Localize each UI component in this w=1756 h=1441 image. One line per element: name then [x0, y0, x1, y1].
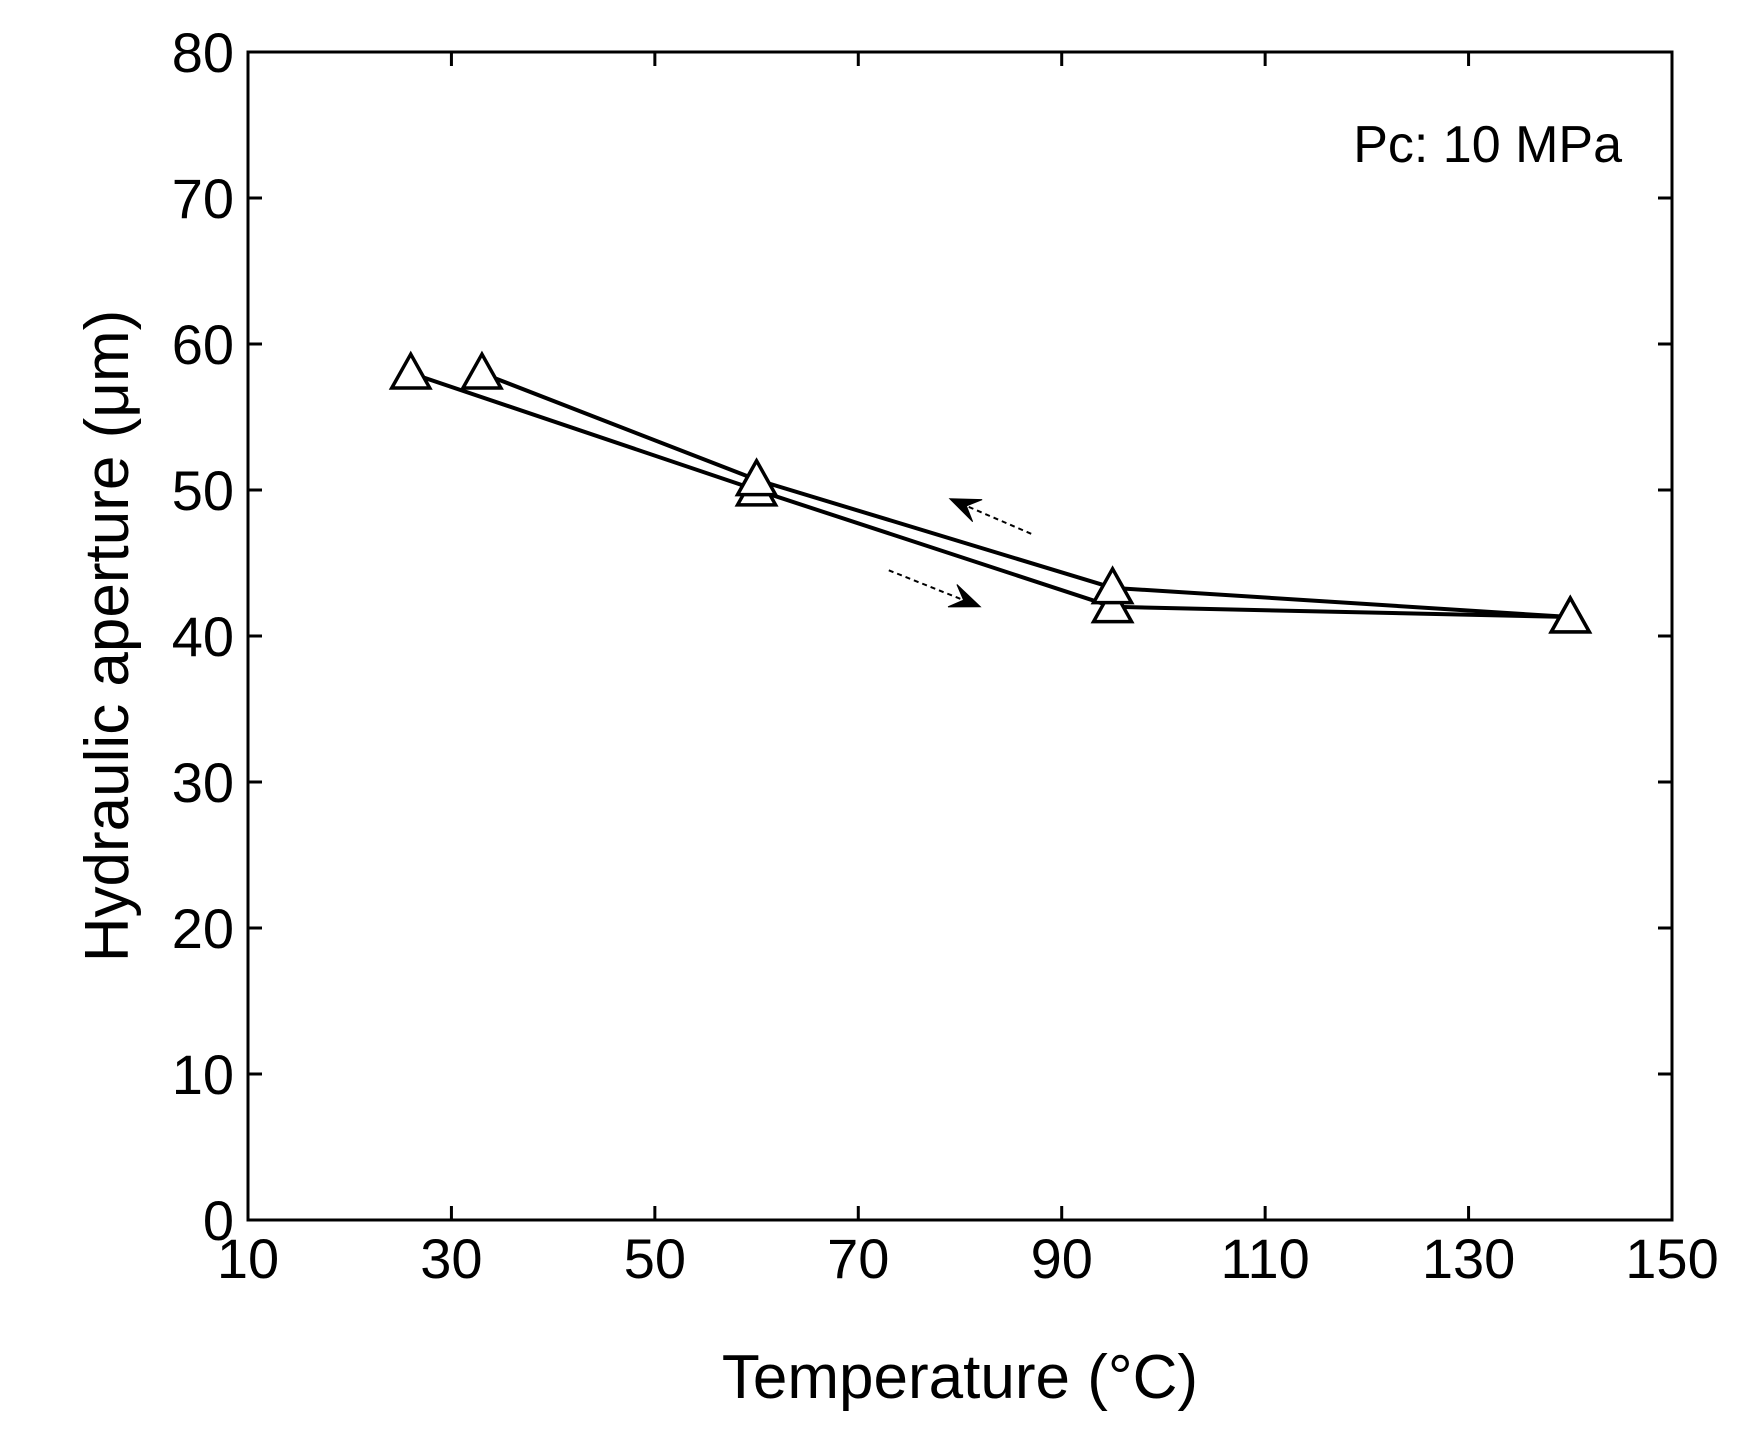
- y-tick-label-0: 0: [203, 1189, 234, 1252]
- x-tick-label-10: 10: [217, 1227, 279, 1290]
- marker-heating-0: [388, 350, 433, 390]
- marker-cooling-3: [459, 350, 504, 390]
- x-tick-label-110: 110: [1221, 1227, 1310, 1290]
- series-line-cooling: [481, 371, 1571, 620]
- x-tick-label-70: 70: [827, 1227, 889, 1290]
- plot-background: [248, 52, 1672, 1220]
- marker-cooling-0: [1548, 594, 1593, 634]
- data-markers: [388, 350, 1593, 634]
- series-line-heating: [410, 371, 1571, 620]
- y-tick-label-30: 30: [172, 751, 234, 814]
- x-tick-label-130: 130: [1422, 1227, 1515, 1290]
- marker-cooling-1: [1090, 565, 1135, 605]
- plot-frame: [246, 50, 1674, 1222]
- y-tick-label-40: 40: [172, 605, 234, 668]
- arrow-head-cooling: [948, 498, 983, 522]
- x-tick-label-50: 50: [624, 1227, 686, 1290]
- y-tick-label-50: 50: [172, 459, 234, 522]
- y-tick-label-70: 70: [172, 167, 234, 230]
- x-tick-label-150: 150: [1625, 1227, 1718, 1290]
- series-lines: [410, 371, 1571, 620]
- annotation-pc: Pc: 10 MPa: [1353, 116, 1622, 174]
- y-tick-label-10: 10: [172, 1043, 234, 1106]
- direction-arrows: [888, 497, 1032, 608]
- x-tick-label-30: 30: [420, 1227, 482, 1290]
- arrow-head-heating: [947, 584, 982, 608]
- x-axis-title: Temperature (°C): [722, 1343, 1198, 1412]
- y-axis-title: Hydraulic aperture (μm): [73, 310, 142, 962]
- y-tick-label-60: 60: [172, 313, 234, 376]
- marker-cooling-2: [734, 457, 779, 497]
- marker-heating-2: [1090, 584, 1135, 624]
- x-tick-label-90: 90: [1031, 1227, 1093, 1290]
- y-tick-label-80: 80: [172, 21, 234, 84]
- y-tick-label-20: 20: [172, 897, 234, 960]
